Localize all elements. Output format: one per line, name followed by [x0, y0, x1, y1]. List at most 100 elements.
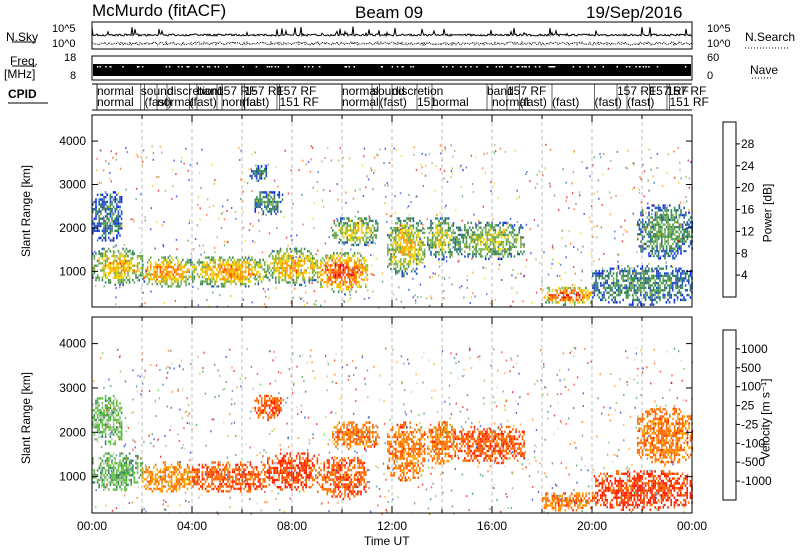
power-echo-region [427, 217, 456, 261]
freq-strip-gap [638, 66, 641, 68]
freq-strip-gap [625, 66, 628, 68]
freq-strip-gap [594, 66, 596, 68]
freq-strip-gap [304, 66, 306, 68]
cpid-segment-label: normal [432, 95, 469, 109]
cpid-segment-label: discretion [392, 84, 443, 98]
time-tick-label: 12:00 [377, 519, 407, 533]
colorbar-tick-label: -500 [741, 455, 765, 469]
cpid-segment-label: 157 RF [667, 84, 706, 98]
velocity-echo-region [637, 408, 693, 466]
freq-strip-gap [277, 66, 280, 68]
freq-tick-top: 18 [64, 52, 77, 64]
cpid-segment-label: sound [372, 84, 405, 98]
colorbar-tick-label: 12 [741, 224, 755, 238]
freq-strip-gap [470, 66, 472, 68]
freq-strip-gap [381, 66, 383, 68]
freq-strip-gap [141, 66, 144, 68]
freq-strip-gap [348, 66, 350, 68]
freq-strip-gap [188, 66, 190, 68]
cpid-segment-label: 157 RF [277, 84, 316, 98]
velocity-colorbar-label: Velocity [m s⁻¹] [758, 378, 773, 460]
power-echo-region [254, 191, 284, 216]
time-tick-label: 20:00 [577, 519, 607, 533]
freq-strip-gap [271, 66, 273, 68]
cpid-segment-label: normal [97, 95, 134, 109]
freq-strip-gap [572, 66, 575, 68]
colorbar-frame [722, 121, 737, 298]
colorbar-frame [722, 329, 737, 501]
freq-strip-gap [217, 66, 220, 68]
freq-strip-gap [534, 66, 537, 68]
freq-strip-gap [495, 66, 498, 68]
freq-strip-gap [202, 66, 204, 68]
cpid-segment-label: (fast) [627, 95, 654, 109]
power-echo-region [249, 165, 268, 182]
freq-strip-gap [616, 66, 618, 68]
nave-tick-top: 60 [707, 52, 720, 64]
freq-strip-gap [138, 66, 140, 68]
freq-strip-gap [521, 66, 523, 68]
freq-strip-gap [208, 66, 211, 68]
nsearch-trace [91, 40, 693, 47]
velocity-echo-region [267, 452, 319, 491]
freq-strip-gap [109, 66, 112, 68]
colorbar-tick-label: -100 [741, 436, 765, 450]
freq-tick-bottom: 8 [70, 70, 77, 82]
cpid-segment-label: (fast) [595, 95, 622, 109]
cpid-segment-label: 157 RF [245, 84, 284, 98]
nsky-strip-frame [91, 21, 693, 50]
freq-strip-gap [402, 66, 404, 68]
power-scatter-echoes [92, 143, 693, 309]
nsearch-label: N.Search [745, 30, 796, 44]
freq-strip-gap [648, 66, 650, 68]
time-tick-label: 04:00 [177, 519, 207, 533]
range-tick-label: 3000 [59, 178, 86, 192]
range-tick-label: 2000 [59, 221, 86, 235]
cpid-segment-label: 157 RF [507, 84, 546, 98]
freq-strip-gap [307, 66, 310, 68]
nave-label: Nave [750, 63, 779, 77]
cpid-segment-label: (fast) [380, 95, 407, 109]
cpid-segment-label: normal [342, 95, 379, 109]
freq-strip-gap [410, 66, 412, 68]
freq-strip-gap [380, 66, 383, 68]
cpid-segment-label: (fast) [242, 95, 269, 109]
cpid-segment-label: (fast) [145, 95, 172, 109]
nsearch-tick-top: 10^5 [707, 23, 731, 35]
freq-label: Freq. [10, 54, 39, 68]
freq-strip-gap [656, 66, 659, 68]
freq-strip-gap [602, 66, 604, 68]
colorbar-tick-label: 28 [741, 137, 755, 151]
colorbar-tick-label: 100 [741, 380, 761, 394]
velocity-echo-region [332, 421, 379, 451]
freq-strip-gap [99, 66, 101, 68]
cpid-segment-label: normal [97, 84, 134, 98]
freq-strip-gap [516, 66, 518, 68]
freq-strip-gap [242, 66, 244, 68]
freq-strip-gap [344, 66, 346, 68]
range-tick-label: 4000 [59, 134, 86, 148]
freq-strip-gap [396, 66, 399, 68]
nsky-tick-bottom: 10^0 [52, 38, 76, 50]
freq-strip-gap [538, 66, 541, 68]
beam-title: Beam 09 [355, 3, 424, 22]
freq-strip-gap [642, 66, 645, 68]
freq-strip-gap [122, 66, 124, 68]
nsky-tick-top: 10^5 [52, 23, 76, 35]
freq-strip-gap [486, 66, 489, 68]
range-tick-label: 2000 [59, 425, 86, 439]
cpid-segment-label: normal [222, 95, 259, 109]
freq-strip-gap [510, 66, 512, 68]
freq-strip-gap [548, 66, 550, 68]
freq-strip-gap [136, 66, 139, 68]
freq-strip-gap [645, 66, 647, 68]
velocity-echo-region [92, 452, 144, 491]
colorbar-tick-label: -1000 [741, 474, 772, 488]
power-echo-region [192, 256, 268, 288]
freq-strip-gap [287, 66, 289, 68]
freq-strip-gap [551, 66, 553, 68]
power-echo-region [267, 247, 319, 287]
velocity-ylabel: Slant Range [km] [19, 371, 34, 465]
freq-strip-gap [549, 66, 551, 68]
time-tick-label: 00:00 [77, 519, 107, 533]
